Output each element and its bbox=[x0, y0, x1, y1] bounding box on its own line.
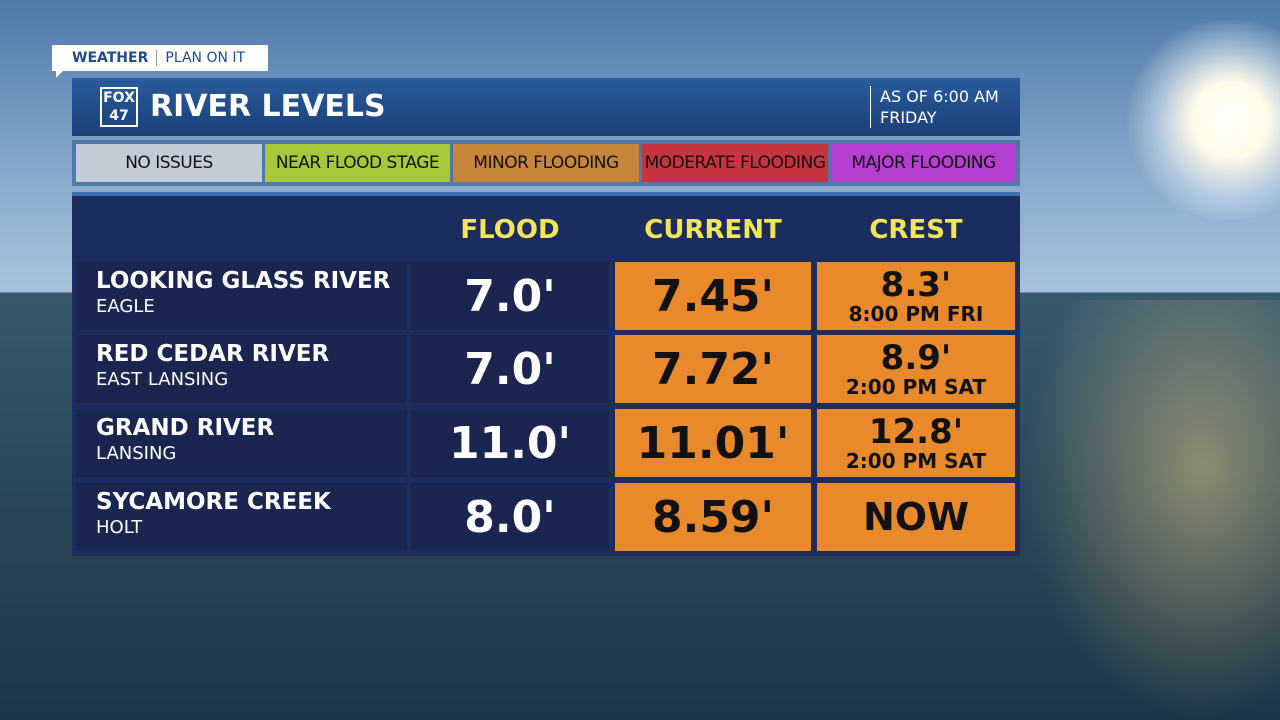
current-cell: 8.59' bbox=[615, 483, 811, 551]
header-bar: FOX 47 RIVER LEVELS AS OF 6:00 AM FRIDAY bbox=[72, 78, 1020, 136]
crest-time: 2:00 PM SAT bbox=[845, 375, 987, 399]
column-header: CURRENT bbox=[644, 215, 782, 245]
flood-cell: 8.0' bbox=[411, 483, 609, 551]
as-of: AS OF 6:00 AM FRIDAY bbox=[870, 86, 999, 128]
river-place: HOLT bbox=[96, 517, 143, 538]
crest-level: 8.9' bbox=[880, 338, 952, 378]
river-name: RED CEDAR RIVER bbox=[96, 341, 330, 367]
logo: FOX 47 bbox=[100, 87, 138, 127]
logo-bottom: 47 bbox=[109, 108, 129, 124]
crest-level: NOW bbox=[862, 495, 970, 539]
as-of-time: AS OF 6:00 AM bbox=[880, 87, 999, 106]
flood-cell: 11.0' bbox=[411, 409, 609, 477]
legend-item: MAJOR FLOODING bbox=[831, 144, 1016, 182]
crest-cell: 12.8' 2:00 PM SAT bbox=[817, 409, 1015, 477]
river-cell: RED CEDAR RIVER EAST LANSING bbox=[76, 335, 407, 403]
column-header: FLOOD bbox=[460, 215, 560, 245]
river-place: LANSING bbox=[96, 443, 177, 464]
legend-item: MODERATE FLOODING bbox=[642, 144, 828, 182]
current-cell: 7.72' bbox=[615, 335, 811, 403]
river-name: GRAND RIVER bbox=[96, 415, 275, 441]
legend-item: NO ISSUES bbox=[76, 144, 262, 182]
river-cell: LOOKING GLASS RIVER EAGLE bbox=[76, 262, 407, 330]
logo-top: FOX bbox=[103, 90, 135, 106]
crest-level: 12.8' bbox=[868, 412, 964, 452]
crest-cell: 8.9' 2:00 PM SAT bbox=[817, 335, 1015, 403]
title: RIVER LEVELS bbox=[150, 89, 386, 124]
crest-cell: NOW bbox=[817, 483, 1015, 551]
crest-time: 8:00 PM FRI bbox=[848, 302, 984, 326]
current-cell: 11.01' bbox=[615, 409, 811, 477]
current-cell: 7.45' bbox=[615, 262, 811, 330]
river-place: EAST LANSING bbox=[96, 369, 229, 390]
tag-right: PLAN ON IT bbox=[156, 50, 245, 66]
river-place: EAGLE bbox=[96, 296, 155, 317]
river-name: SYCAMORE CREEK bbox=[96, 489, 331, 515]
tag-left: WEATHER bbox=[72, 50, 149, 66]
river-cell: GRAND RIVER LANSING bbox=[76, 409, 407, 477]
crest-cell: 8.3' 8:00 PM FRI bbox=[817, 262, 1015, 330]
tag-pointer bbox=[56, 70, 64, 78]
crest-time: 2:00 PM SAT bbox=[845, 449, 987, 473]
tag: WEATHER PLAN ON IT bbox=[52, 45, 268, 71]
river-name: LOOKING GLASS RIVER bbox=[96, 268, 391, 294]
water-glint bbox=[1020, 300, 1280, 720]
legend-item: NEAR FLOOD STAGE bbox=[265, 144, 450, 182]
sun bbox=[1120, 20, 1280, 220]
river-cell: SYCAMORE CREEK HOLT bbox=[76, 483, 407, 551]
as-of-day: FRIDAY bbox=[880, 108, 937, 127]
flood-cell: 7.0' bbox=[411, 262, 609, 330]
flood-cell: 7.0' bbox=[411, 335, 609, 403]
legend-item: MINOR FLOODING bbox=[453, 144, 639, 182]
column-header: CREST bbox=[869, 215, 963, 245]
crest-level: 8.3' bbox=[880, 265, 952, 305]
